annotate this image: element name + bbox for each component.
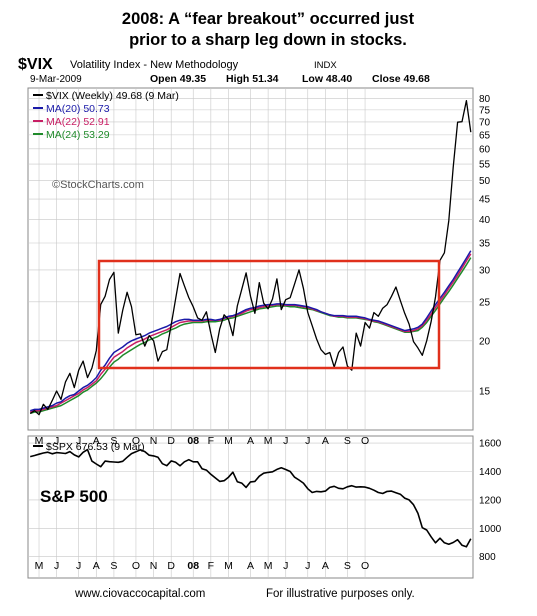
footer-disclaimer: For illustrative purposes only. bbox=[266, 588, 415, 600]
vix-x-tick-label: O bbox=[132, 435, 140, 447]
legend-label-vix: $VIX (Weekly) 49.68 (9 Mar) bbox=[46, 90, 179, 102]
vix-x-tick-label: J bbox=[54, 435, 59, 447]
vix-x-tick-label: J bbox=[76, 435, 81, 447]
vix-y-tick-label: 65 bbox=[479, 130, 491, 141]
vix-x-tick-labels: M J J A S O N D 08 F M A M J J A S O bbox=[35, 435, 370, 447]
quote-date: 9-Mar-2009 bbox=[30, 74, 82, 85]
spx-x-tick-label: D bbox=[167, 560, 175, 572]
spx-x-tick-label: J bbox=[54, 560, 59, 572]
spx-y-tick-label: 1600 bbox=[479, 439, 502, 450]
vix-x-tick-label: M bbox=[35, 435, 44, 447]
ticker-exchange: INDX bbox=[314, 60, 337, 71]
vix-x-tick-label: A bbox=[247, 435, 254, 447]
legend-label-ma20: MA(20) 50.73 bbox=[46, 103, 110, 115]
headline-line1: 2008: A “fear breakout” occurred just bbox=[122, 10, 415, 28]
spx-y-tick-label: 1000 bbox=[479, 524, 502, 535]
ticker-name: Volatility Index - New Methodology bbox=[70, 59, 239, 71]
spx-x-tick-label: A bbox=[93, 560, 100, 572]
spx-panel-label: S&P 500 bbox=[40, 487, 108, 506]
vix-y-tick-label: 70 bbox=[479, 117, 491, 128]
vix-x-tick-label: M bbox=[264, 435, 273, 447]
quote-open: Open 49.35 bbox=[150, 73, 206, 85]
vix-line bbox=[29, 99, 472, 416]
vix-y-tick-label: 20 bbox=[479, 336, 491, 347]
breakout-box bbox=[97, 259, 441, 370]
spx-x-tick-label: M bbox=[224, 560, 233, 572]
legend-label-ma22: MA(22) 52.91 bbox=[46, 116, 110, 128]
vix-y-tick-label: 35 bbox=[479, 239, 491, 250]
vix-x-tick-label: N bbox=[150, 435, 158, 447]
spx-y-tick-label: 1400 bbox=[479, 467, 502, 478]
vix-x-tick-label: S bbox=[344, 435, 351, 447]
spx-x-tick-labels: M J J A S O N D 08 F M A M J J A S O bbox=[35, 560, 370, 572]
vix-x-tick-label: S bbox=[110, 435, 117, 447]
vix-x-tick-label: F bbox=[208, 435, 214, 447]
spx-x-tick-label: J bbox=[305, 560, 310, 572]
watermark: ©StockCharts.com bbox=[52, 179, 144, 191]
vix-x-tick-label: M bbox=[224, 435, 233, 447]
spx-y-tick-label: 1200 bbox=[479, 495, 502, 506]
spx-x-tick-label: S bbox=[110, 560, 117, 572]
spx-x-tick-label: A bbox=[322, 560, 329, 572]
vix-x-tick-label: J bbox=[283, 435, 288, 447]
spx-series-group bbox=[30, 448, 472, 548]
vix-x-tick-label: A bbox=[322, 435, 329, 447]
footer-source: www.ciovaccocapital.com bbox=[74, 588, 205, 600]
vix-x-tick-label: A bbox=[93, 435, 100, 447]
headline-line2: prior to a sharp leg down in stocks. bbox=[129, 31, 407, 49]
vix-y-tick-label: 50 bbox=[479, 176, 491, 187]
legend-label-ma24: MA(24) 53.29 bbox=[46, 129, 110, 141]
spx-x-tick-label: M bbox=[35, 560, 44, 572]
vix-y-tick-label: 60 bbox=[479, 144, 491, 155]
vix-x-tick-label: J bbox=[305, 435, 310, 447]
vix-x-tick-label: O bbox=[361, 435, 369, 447]
spx-y-tick-labels: 800 1000 1200 1400 1600 bbox=[479, 439, 502, 564]
spx-x-grid bbox=[38, 436, 366, 578]
spx-line bbox=[30, 448, 472, 548]
spx-x-tick-label: O bbox=[132, 560, 140, 572]
vix-y-tick-label: 55 bbox=[479, 160, 491, 171]
vix-y-tick-label: 80 bbox=[479, 94, 491, 105]
vix-x-grid bbox=[38, 88, 366, 430]
spx-x-tick-label: F bbox=[208, 560, 214, 572]
spx-y-tick-label: 800 bbox=[479, 552, 496, 563]
spx-x-tick-label: J bbox=[76, 560, 81, 572]
vix-y-tick-label: 40 bbox=[479, 215, 491, 226]
spx-x-tick-label: A bbox=[247, 560, 254, 572]
vix-x-tick-label: D bbox=[167, 435, 175, 447]
quote-high: High 51.34 bbox=[226, 73, 279, 85]
quote-low: Low 48.40 bbox=[302, 73, 352, 85]
spx-x-tick-label: M bbox=[264, 560, 273, 572]
spx-x-tick-label: O bbox=[361, 560, 369, 572]
vix-y-tick-label: 30 bbox=[479, 265, 491, 276]
vix-legend: $VIX (Weekly) 49.68 (9 Mar) MA(20) 50.73… bbox=[33, 90, 179, 141]
legend-label-spx: $SPX 676.53 (9 Mar) bbox=[46, 441, 145, 453]
quote-close: Close 49.68 bbox=[372, 73, 430, 85]
vix-x-tick-label: 08 bbox=[187, 435, 199, 447]
vix-y-tick-label: 45 bbox=[479, 195, 491, 206]
spx-x-tick-label: N bbox=[150, 560, 158, 572]
spx-x-tick-label: J bbox=[283, 560, 288, 572]
spx-x-tick-label: 08 bbox=[187, 560, 199, 572]
spx-x-tick-label: S bbox=[344, 560, 351, 572]
vix-series-group bbox=[29, 99, 472, 416]
ma22-line bbox=[29, 253, 472, 413]
vix-y-tick-label: 25 bbox=[479, 297, 491, 308]
ticker-symbol: $VIX bbox=[18, 56, 53, 73]
vix-y-tick-label: 15 bbox=[479, 387, 491, 398]
vix-y-tick-label: 75 bbox=[479, 105, 491, 116]
